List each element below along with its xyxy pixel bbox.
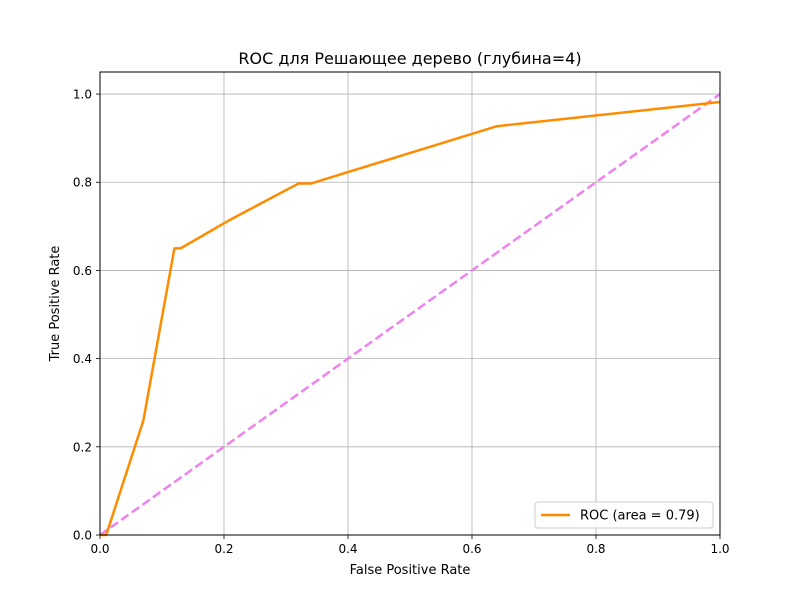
x-tick-label: 1.0 (710, 542, 729, 556)
y-tick-label: 0.2 (73, 440, 92, 454)
x-axis-label: False Positive Rate (350, 563, 471, 578)
y-tick-label: 1.0 (73, 88, 92, 102)
legend-label-roc: ROC (area = 0.79) (580, 509, 700, 524)
roc-curve-line (100, 100, 721, 537)
ticks: 0.0 0.2 0.4 0.6 0.8 1.0 0.0 0.2 0.4 0.6 0.8 1.0 (73, 88, 730, 556)
plot-frame (99, 71, 721, 536)
y-tick-label: 0.8 (73, 176, 92, 190)
x-tick-label: 0.8 (586, 542, 605, 556)
diagonal-reference-line (99, 93, 721, 537)
x-tick-label: 0.6 (462, 542, 481, 556)
plot-area (100, 72, 720, 535)
legend-box (534, 501, 714, 529)
grid (99, 72, 721, 536)
y-tick-label: 0.0 (73, 529, 92, 543)
y-axis-label: True Positive Rate (48, 246, 63, 363)
series-lines (99, 93, 721, 537)
x-tick-label: 0.4 (338, 542, 357, 556)
x-tick-label: 0.0 (90, 542, 109, 556)
x-tick-label: 0.2 (214, 542, 233, 556)
y-tick-label: 0.4 (73, 352, 92, 366)
chart-title: ROC для Решающее дерево (глубина=4) (238, 49, 581, 68)
y-tick-label: 0.6 (73, 264, 92, 278)
legend: ROC (area = 0.79) (534, 501, 714, 529)
